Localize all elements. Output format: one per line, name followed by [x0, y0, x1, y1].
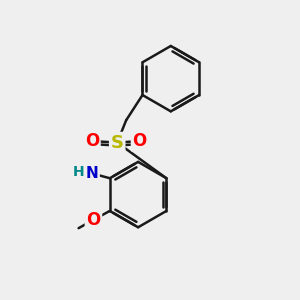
Text: O: O — [86, 211, 100, 229]
Text: H: H — [73, 165, 84, 179]
Text: O: O — [132, 132, 147, 150]
Text: N: N — [85, 166, 98, 181]
Text: S: S — [111, 134, 124, 152]
Text: O: O — [85, 132, 99, 150]
